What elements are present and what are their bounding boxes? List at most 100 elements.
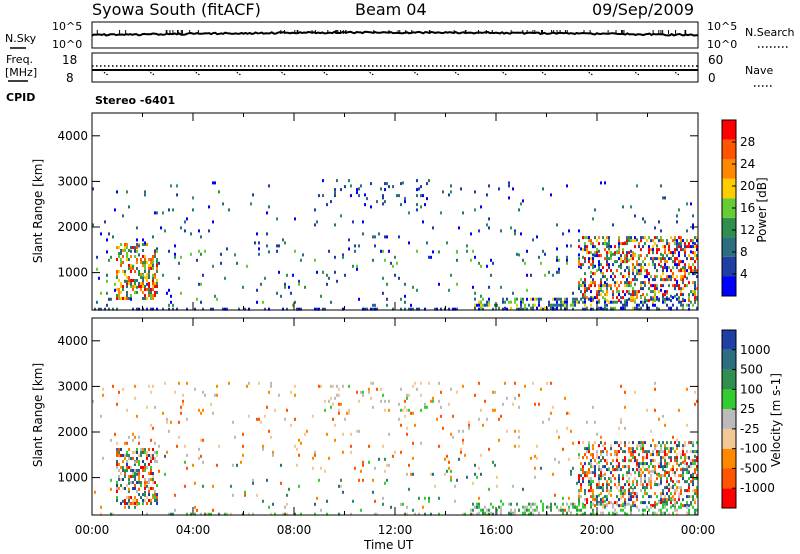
data-cell: [478, 505, 480, 509]
data-cell: [640, 300, 642, 304]
data-cell: [660, 450, 662, 454]
data-cell: [614, 441, 616, 445]
data-cell: [124, 469, 126, 473]
data-cell: [540, 306, 542, 310]
data-cell: [404, 300, 406, 304]
data-cell: [556, 306, 558, 310]
data-cell: [618, 489, 620, 493]
data-cell: [356, 264, 358, 268]
data-cell: [450, 475, 452, 479]
data-cell: [674, 260, 676, 264]
data-cell: [632, 456, 634, 460]
data-cell: [186, 381, 188, 385]
data-cell: [656, 502, 658, 506]
data-cell: [112, 384, 114, 388]
data-cell: [142, 238, 144, 242]
data-cell: [656, 472, 658, 476]
data-cell: [140, 261, 142, 264]
data-cell: [122, 454, 124, 457]
data-cell: [376, 200, 378, 204]
data-cell: [634, 471, 636, 475]
data-cell: [664, 474, 666, 478]
data-cell: [156, 249, 158, 253]
data-cell: [688, 489, 690, 493]
data-cell: [152, 426, 154, 430]
data-cell: [408, 211, 410, 215]
data-cell: [688, 245, 690, 249]
nave-tick-low: 0: [708, 71, 716, 85]
data-cell: [636, 260, 638, 264]
data-cell: [422, 505, 424, 509]
data-cell: [416, 307, 418, 311]
data-cell: [606, 468, 608, 472]
data-cell: [578, 260, 580, 264]
data-cell: [692, 489, 694, 493]
data-cell: [616, 511, 618, 515]
data-cell: [600, 293, 602, 297]
data-cell: [606, 260, 608, 264]
data-cell: [384, 200, 386, 204]
data-cell: [126, 243, 128, 246]
data-cell: [486, 417, 488, 421]
data-cell: [588, 266, 590, 270]
data-cell: [120, 502, 122, 505]
data-cell: [326, 282, 328, 286]
data-cell: [110, 487, 112, 491]
data-cell: [128, 297, 130, 300]
data-cell: [596, 432, 598, 436]
data-cell: [614, 284, 616, 288]
data-cell: [670, 299, 672, 303]
data-cell: [636, 263, 638, 267]
data-cell: [678, 300, 680, 304]
data-cell: [662, 414, 664, 418]
data-cell: [682, 504, 684, 508]
data-cell: [642, 512, 644, 516]
data-cell: [198, 456, 200, 460]
data-cell: [128, 276, 130, 279]
data-cell: [120, 264, 122, 267]
data-cell: [146, 466, 148, 469]
data-cell: [124, 505, 126, 509]
data-cell: [400, 182, 402, 186]
data-cell: [280, 481, 282, 485]
data-cell: [468, 420, 470, 424]
data-cell: [340, 188, 342, 192]
data-cell: [684, 269, 686, 273]
data-cell: [658, 220, 660, 224]
data-cell: [360, 184, 362, 188]
data-cell: [624, 284, 626, 288]
data-cell: [624, 293, 626, 297]
data-cell: [404, 197, 406, 201]
data-cell: [690, 245, 692, 249]
data-cell: [414, 423, 416, 427]
data-cell: [616, 281, 618, 285]
data-cell: [600, 502, 602, 506]
data-cell: [134, 502, 136, 505]
data-cell: [664, 257, 666, 261]
data-cell: [678, 495, 680, 499]
data-cell: [444, 457, 446, 461]
data-cell: [154, 255, 156, 258]
data-cell: [608, 263, 610, 267]
data-cell: [390, 505, 392, 509]
data-cell: [664, 444, 666, 448]
data-cell: [334, 194, 336, 198]
data-cell: [622, 450, 624, 454]
data-cell: [582, 456, 584, 460]
data-cell: [696, 297, 698, 301]
data-cell: [628, 275, 630, 279]
data-cell: [152, 307, 154, 311]
data-cell: [630, 257, 632, 261]
data-cell: [602, 242, 604, 246]
data-cell: [632, 239, 634, 243]
data-cell: [636, 272, 638, 276]
data-cell: [584, 281, 586, 285]
data-cell: [692, 251, 694, 255]
data-cell: [154, 441, 156, 445]
data-cell: [556, 255, 558, 259]
data-cell: [480, 294, 482, 298]
data-cell: [606, 257, 608, 261]
data-cell: [582, 512, 584, 516]
data-cell: [136, 285, 138, 289]
data-cell: [566, 244, 568, 248]
